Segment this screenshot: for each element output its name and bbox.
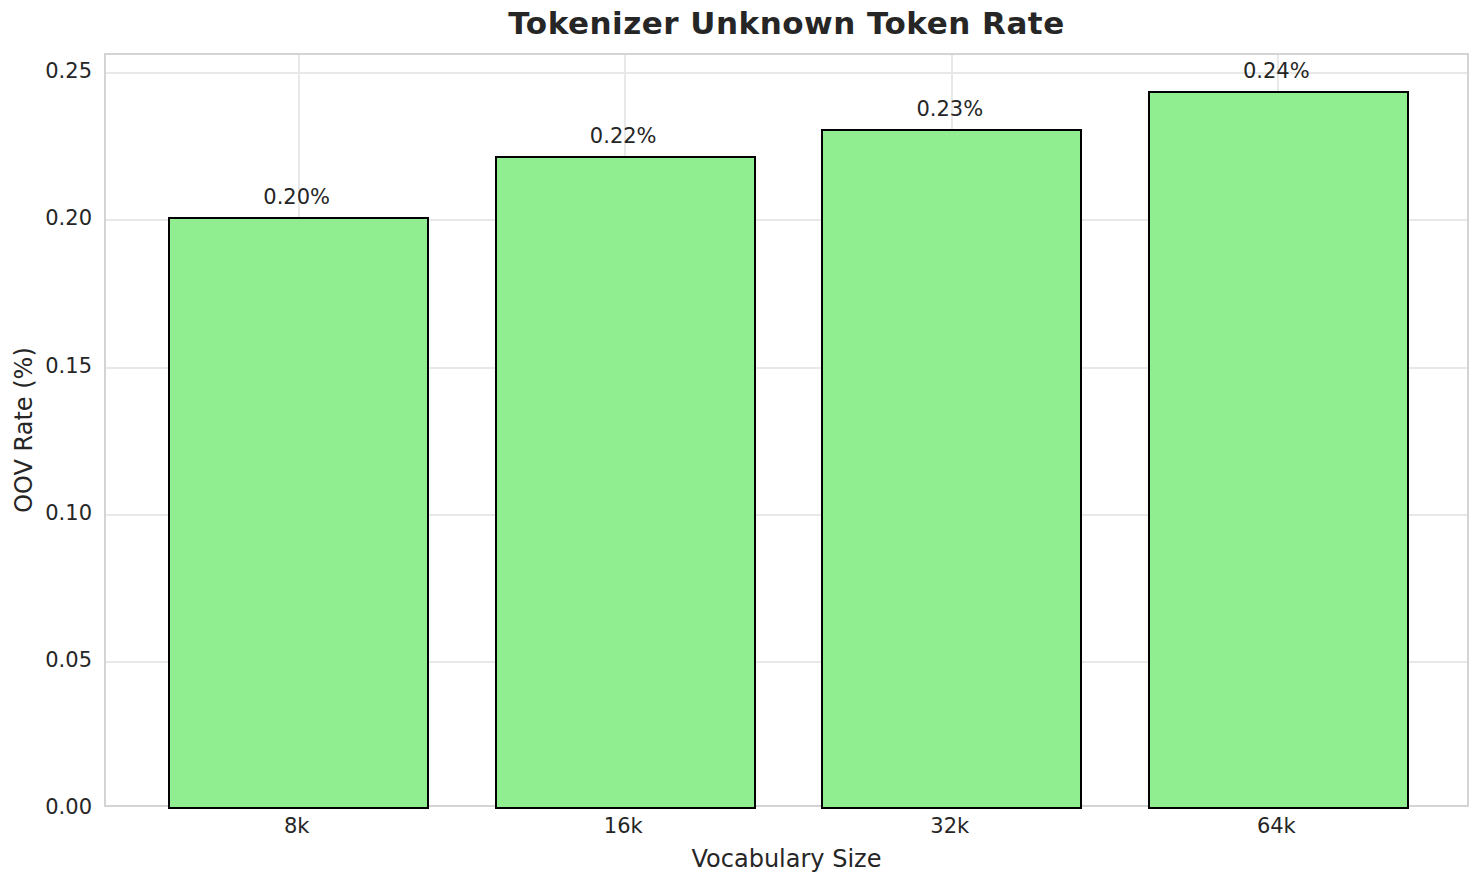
x-axis-label: Vocabulary Size: [104, 845, 1469, 873]
y-tick-label: 0.25: [0, 58, 92, 84]
bar-32k: [821, 129, 1082, 809]
y-tick-label: 0.05: [0, 647, 92, 673]
bar-value-label: 0.22%: [533, 124, 713, 148]
y-tick-label: 0.15: [0, 353, 92, 379]
bar-16k: [495, 156, 756, 809]
plot-area: [104, 53, 1469, 807]
x-tick-label: 64k: [1196, 814, 1356, 838]
x-tick-label: 32k: [870, 814, 1030, 838]
bar-64k: [1148, 91, 1409, 809]
bar-value-label: 0.23%: [860, 97, 1040, 121]
bar-8k: [168, 217, 429, 809]
y-tick-label: 0.00: [0, 794, 92, 820]
y-tick-label: 0.10: [0, 500, 92, 526]
chart-title: Tokenizer Unknown Token Rate: [104, 5, 1469, 41]
x-tick-label: 16k: [543, 814, 703, 838]
y-tick-label: 0.20: [0, 205, 92, 231]
x-tick-label: 8k: [217, 814, 377, 838]
bar-value-label: 0.24%: [1186, 59, 1366, 83]
bar-value-label: 0.20%: [207, 185, 387, 209]
figure: Tokenizer Unknown Token Rate OOV Rate (%…: [0, 0, 1484, 885]
